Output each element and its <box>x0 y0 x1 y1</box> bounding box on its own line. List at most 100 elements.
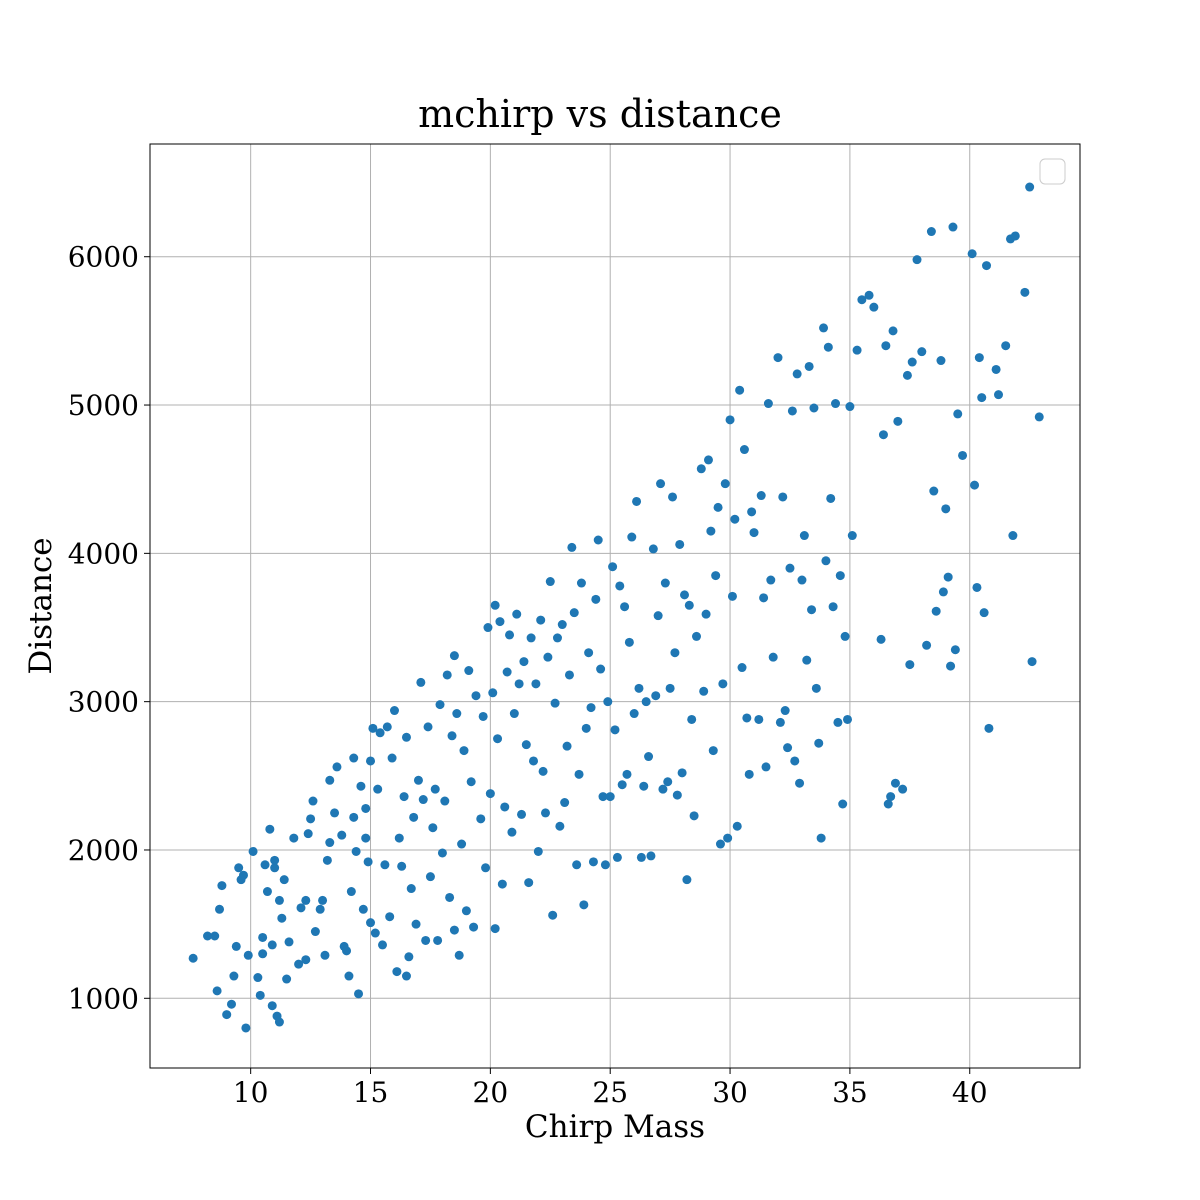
scatter-point <box>382 722 392 732</box>
scatter-point <box>277 913 287 923</box>
scatter-point <box>931 606 941 616</box>
scatter-point <box>869 302 879 312</box>
scatter-point <box>366 918 376 928</box>
scatter-point <box>507 827 517 837</box>
scatter-point <box>243 950 253 960</box>
scatter-point <box>888 326 898 336</box>
scatter-point <box>1025 182 1035 192</box>
scatter-point <box>514 679 524 689</box>
scatter-point <box>325 775 335 785</box>
scatter-point <box>881 341 891 351</box>
scatter-point <box>569 608 579 618</box>
scatter-point <box>452 709 462 719</box>
scatter-point <box>265 824 275 834</box>
scatter-point <box>893 416 903 426</box>
scatter-point <box>385 912 395 922</box>
scatter-point <box>814 738 824 748</box>
scatter-point <box>457 839 467 849</box>
scatter-point <box>354 989 364 999</box>
scatter-point <box>670 648 680 658</box>
y-tick-label: 3000 <box>68 686 139 719</box>
scatter-point <box>672 790 682 800</box>
scatter-point <box>466 777 476 787</box>
scatter-point <box>807 605 817 615</box>
scatter-point <box>581 723 591 733</box>
scatter-point <box>270 855 280 865</box>
scatter-point <box>608 562 618 572</box>
scatter-point <box>306 814 316 824</box>
scatter-point <box>433 935 443 945</box>
scatter-point <box>425 872 435 882</box>
scatter-point <box>349 812 359 822</box>
scatter-point <box>982 261 992 271</box>
scatter-point <box>308 796 318 806</box>
scatter-point <box>320 950 330 960</box>
scatter-point <box>787 406 797 416</box>
scatter-point <box>375 728 385 738</box>
scatter-point <box>505 630 515 640</box>
scatter-point <box>485 789 495 799</box>
scatter-point <box>732 821 742 831</box>
scatter-point <box>409 812 419 822</box>
scatter-point <box>387 753 397 763</box>
scatter-point <box>720 479 730 489</box>
scatter-point <box>586 703 596 713</box>
scatter-point <box>612 852 622 862</box>
scatter-point <box>397 861 407 871</box>
data-points <box>188 182 1044 1033</box>
scatter-point <box>701 609 711 619</box>
scatter-point <box>790 756 800 766</box>
scatter-point <box>780 706 790 716</box>
scatter-point <box>509 709 519 719</box>
scatter-point <box>289 833 299 843</box>
scatter-point <box>574 769 584 779</box>
scatter-point <box>548 910 558 920</box>
scatter-point <box>447 731 457 741</box>
scatter-point <box>361 833 371 843</box>
scatter-point <box>687 714 697 724</box>
scatter-point <box>773 353 783 363</box>
scatter-point <box>711 571 721 581</box>
scatter-point <box>737 663 747 673</box>
scatter-point <box>725 415 735 425</box>
scatter-point <box>761 762 771 772</box>
scatter-point <box>696 464 706 474</box>
scatter-point <box>979 608 989 618</box>
scatter-point <box>675 539 685 549</box>
scatter-point <box>759 593 769 603</box>
scatter-point <box>356 781 366 791</box>
scatter-point <box>898 784 908 794</box>
scatter-point <box>744 769 754 779</box>
scatter-point <box>600 860 610 870</box>
scatter-point <box>946 661 956 671</box>
scatter-point <box>258 932 268 942</box>
scatter-point <box>344 971 354 981</box>
scatter-point <box>905 660 915 670</box>
scatter-point <box>413 775 423 785</box>
scatter-point <box>325 838 335 848</box>
scatter-point <box>442 670 452 680</box>
scatter-point <box>622 769 632 779</box>
scatter-point <box>500 802 510 812</box>
scatter-point <box>540 808 550 818</box>
y-tick-label: 6000 <box>68 241 139 274</box>
scatter-point <box>646 851 656 861</box>
scatter-point <box>727 591 737 601</box>
scatter-point <box>274 1017 284 1027</box>
plot-frame <box>149 143 1081 1069</box>
scatter-point <box>301 955 311 965</box>
scatter-point <box>972 582 982 592</box>
scatter-point <box>917 347 927 357</box>
scatter-point <box>318 895 328 905</box>
scatter-point <box>665 683 675 693</box>
scatter-point <box>389 706 399 716</box>
scatter-point <box>449 925 459 935</box>
scatter-point <box>567 542 577 552</box>
scatter-point <box>783 743 793 753</box>
scatter-point <box>464 666 474 676</box>
scatter-point <box>651 691 661 701</box>
scatter-point <box>536 615 546 625</box>
scatter-point <box>394 833 404 843</box>
scatter-point <box>831 399 841 409</box>
scatter-point <box>416 677 426 687</box>
